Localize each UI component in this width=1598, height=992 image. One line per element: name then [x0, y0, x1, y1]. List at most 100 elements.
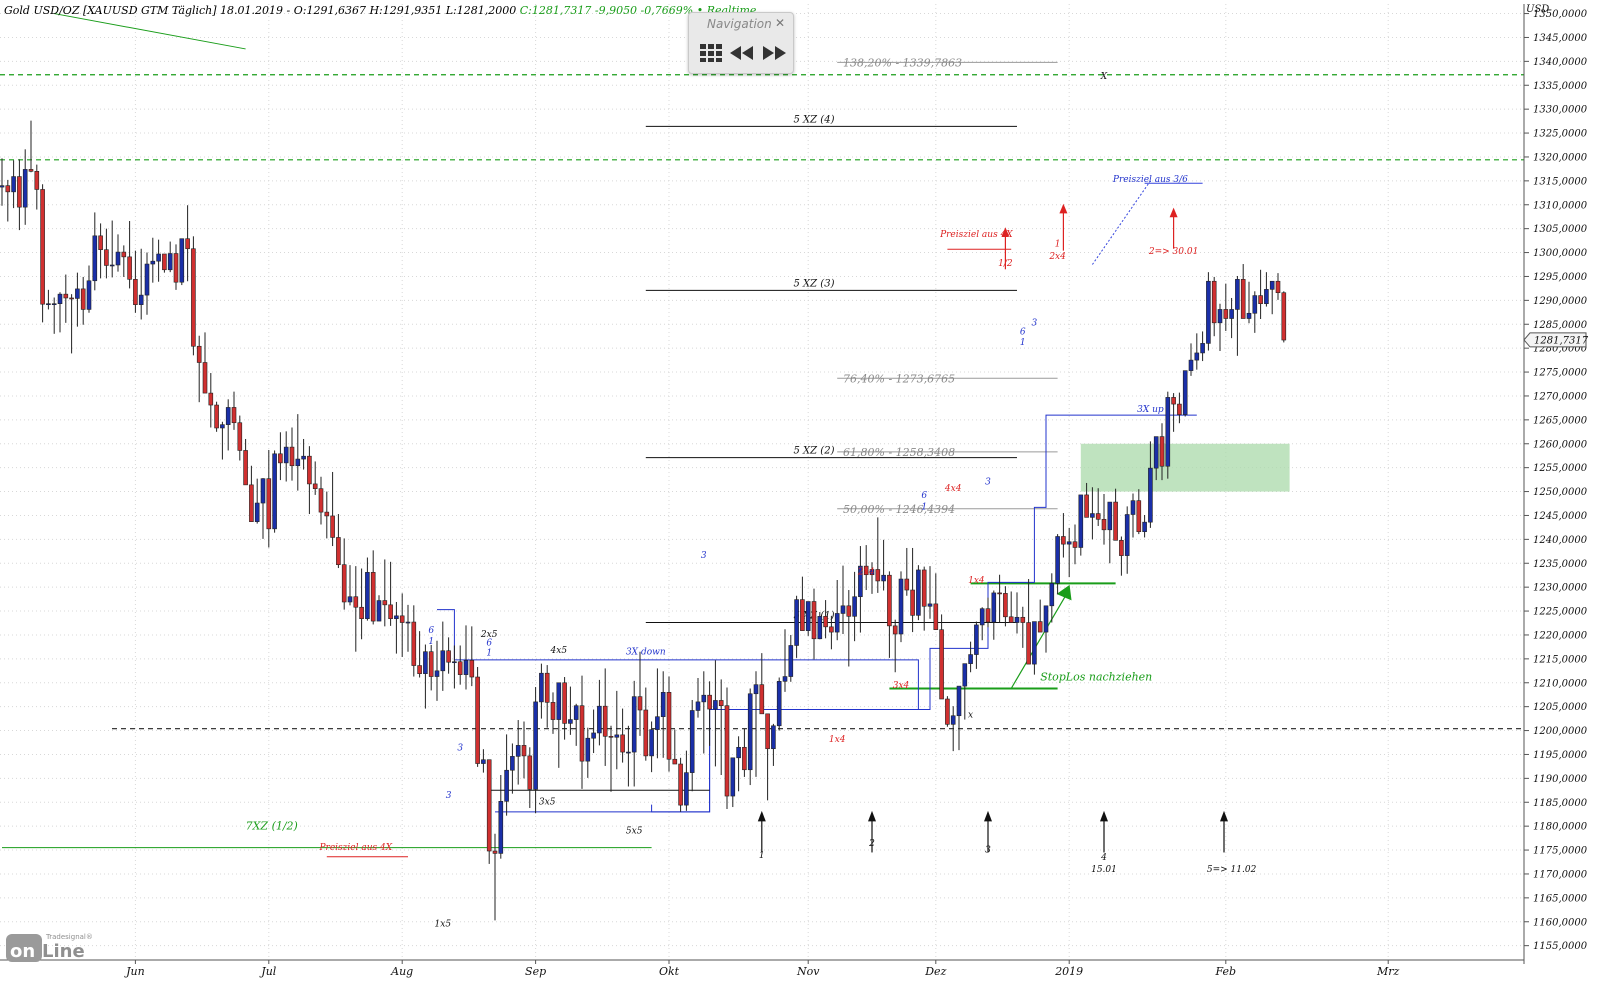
candle-up: [167, 253, 173, 271]
candle-down: [266, 478, 272, 530]
candle-down: [1026, 622, 1031, 665]
y-tick-label: 1235,0000: [1533, 559, 1588, 570]
candle-down: [382, 600, 388, 606]
candle-down: [278, 453, 283, 464]
candle-down: [185, 238, 190, 250]
candle-up: [1182, 370, 1188, 415]
candle-up: [597, 705, 602, 734]
candle-down: [1258, 295, 1263, 305]
candle-down: [133, 279, 138, 305]
y-tick-label: 1165,0000: [1533, 893, 1588, 904]
candle-down: [643, 709, 649, 757]
candle-up: [568, 719, 573, 724]
y-tick-label: 1280,0000: [1533, 344, 1588, 355]
candle-down: [1113, 501, 1118, 541]
annotation-black: 5x5: [626, 826, 643, 836]
annotation-blue: 1: [428, 637, 434, 647]
candle-down: [417, 665, 422, 674]
candle-down: [1223, 309, 1229, 319]
candle-down: [428, 651, 434, 677]
candle-down: [457, 661, 463, 675]
logo-line: Line: [42, 941, 85, 962]
candle-down: [173, 253, 179, 283]
rewind-icon[interactable]: [729, 43, 755, 63]
candle-up: [1148, 467, 1153, 523]
candle-up: [1246, 312, 1252, 319]
annotation-black: 1x5: [435, 920, 452, 930]
logo-on: on: [10, 941, 35, 962]
candle-down: [1008, 616, 1014, 623]
x-tick-label: Jul: [259, 965, 276, 978]
candle-down: [707, 694, 712, 710]
candle-up: [1229, 309, 1234, 319]
xz-level-label: 5 XZ (4): [794, 114, 835, 125]
candle-down: [527, 755, 533, 790]
candle-up: [0, 185, 5, 188]
x-tick-label: Jun: [124, 965, 145, 978]
candle-down: [411, 621, 417, 666]
green-level-label: StopLos nachziehen: [1040, 670, 1152, 683]
y-tick-label: 1225,0000: [1533, 607, 1588, 618]
last-price-label: 1281,7317: [1534, 335, 1589, 346]
candle-up: [1055, 536, 1060, 584]
candle-up: [916, 569, 921, 616]
stoploss-arrowhead: [1056, 584, 1072, 601]
instrument-label: Gold USD/OZ [XAUUSD GTM Täglich]: [4, 4, 217, 17]
candle-up: [1188, 359, 1194, 371]
candle-up: [463, 659, 469, 675]
y-tick-label: 1315,0000: [1533, 176, 1588, 187]
candle-down: [550, 702, 556, 720]
candle-down: [1275, 280, 1281, 294]
candle-up: [92, 235, 98, 282]
green-trendline: [54, 13, 246, 50]
annotation-blue: 1: [486, 649, 492, 659]
red-arrowhead: [1059, 203, 1068, 214]
candle-up: [614, 734, 620, 738]
candle-up: [1090, 513, 1095, 518]
candle-up: [533, 701, 538, 790]
candle-up: [220, 424, 225, 429]
candle-up: [1153, 436, 1159, 469]
stoploss-arrow: [1010, 589, 1070, 689]
candle-down: [353, 596, 359, 608]
fast-forward-icon[interactable]: [761, 43, 787, 63]
candle-up: [86, 280, 92, 310]
candle-up: [225, 407, 231, 425]
candle-down: [759, 684, 765, 715]
candle-down: [28, 169, 34, 172]
x-tick-label: Feb: [1215, 965, 1237, 978]
y-tick-label: 1190,0000: [1533, 774, 1588, 785]
candle-down: [846, 605, 852, 617]
annotation-red: Preisziel aus 4X: [939, 230, 1013, 240]
candle-down: [196, 345, 202, 363]
red-arrowhead: [1001, 227, 1010, 237]
logo-brand: Tradesignal®: [45, 933, 93, 941]
annotation-red: Preisziel aus 4X: [318, 843, 392, 853]
y-tick-label: 1350,0000: [1533, 9, 1588, 20]
close-icon[interactable]: ✕: [774, 16, 785, 30]
chart-header: Gold USD/OZ [XAUUSD GTM Täglich] 18.01.2…: [4, 4, 756, 17]
candle-down: [370, 572, 376, 622]
candle-up: [115, 251, 121, 266]
candles-layer: [0, 120, 1287, 921]
candle-up: [11, 176, 16, 193]
candle-down: [318, 488, 324, 513]
candle-up: [423, 651, 428, 674]
x-tick-label: Aug: [390, 965, 413, 978]
navigation-panel[interactable]: Navigation ✕: [688, 12, 794, 74]
candle-up: [272, 453, 277, 530]
candle-up: [968, 654, 973, 664]
grid-icon[interactable]: [699, 43, 723, 63]
candle-up: [660, 692, 666, 717]
levels-layer: 138,20% - 1339,7863 76,40% - 1273,6765 61,…: [0, 13, 1524, 849]
candle-up: [1142, 521, 1147, 533]
annotation-black: 3x5: [539, 798, 556, 808]
green-level-label: 7XZ (1/2): [246, 820, 298, 833]
candle-down: [1061, 536, 1066, 545]
candle-up: [747, 693, 753, 771]
